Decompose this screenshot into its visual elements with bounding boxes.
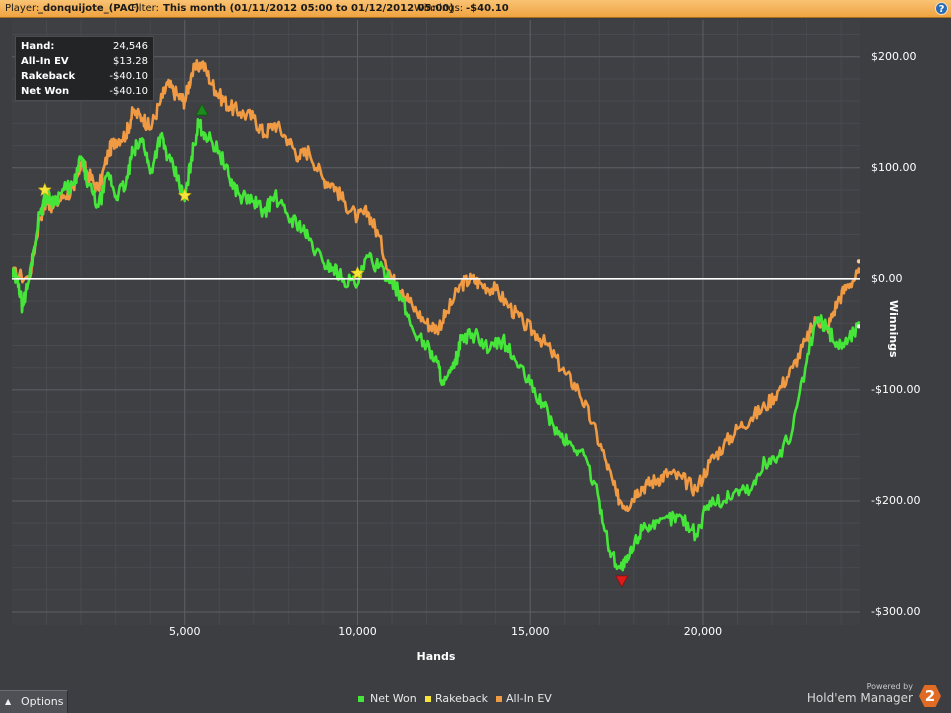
star-marker	[350, 266, 365, 280]
series-line-all-in-ev	[12, 59, 860, 513]
winnings-label: Winnings:	[414, 3, 464, 14]
winnings-amount: -$40.10	[466, 3, 509, 14]
x-axis-title: Hands	[416, 650, 456, 663]
stats-value: 24,546	[113, 41, 148, 52]
brand-name: Hold'em Manager	[806, 691, 913, 705]
stats-label: Rakeback	[21, 71, 76, 82]
legend-swatch-all-in-ev	[496, 696, 502, 702]
y-tick-label: $200.00	[871, 49, 917, 63]
end-point-net-won	[856, 324, 860, 329]
stats-box: Hand: 24,546 All-In EV $13.28 Rakeback -…	[15, 36, 154, 101]
legend-all-in-ev[interactable]: All-In EV	[506, 692, 552, 705]
player-value: _donquijote_(PAC)	[38, 0, 139, 17]
legend-swatch-net-won	[358, 696, 364, 702]
winnings-graph	[12, 20, 860, 625]
y-tick-label: -$100.00	[871, 382, 921, 396]
options-label: Options	[21, 695, 64, 708]
stats-value: $13.28	[113, 56, 148, 67]
stats-row-all-in-ev: All-In EV $13.28	[16, 54, 153, 69]
min-winnings-marker	[615, 575, 629, 588]
legend-rakeback[interactable]: Rakeback	[435, 692, 489, 705]
graph-area[interactable]	[12, 20, 860, 625]
stats-value: -$40.10	[109, 86, 148, 97]
powered-by-text: Powered by	[866, 682, 913, 691]
filter-value: This month (01/11/2012 05:00 to 01/12/20…	[163, 0, 454, 17]
star-marker	[177, 188, 192, 202]
player-label: Player:	[5, 3, 40, 14]
filter-label: Filter:	[131, 3, 159, 14]
legend-net-won[interactable]: Net Won	[370, 692, 417, 705]
x-tick-label: 15,000	[510, 625, 550, 638]
x-tick-label: 5,000	[168, 625, 201, 638]
y-tick-label: $0.00	[871, 271, 903, 285]
hm2-logo-icon: 2	[919, 685, 941, 707]
stats-row-rakeback: Rakeback -$40.10	[16, 69, 153, 84]
stats-label: Hand:	[21, 41, 55, 52]
player-name: _donquijote_(PAC)	[38, 3, 140, 14]
chevron-up-icon: ▲	[5, 697, 12, 706]
legend-swatch-rakeback	[425, 696, 431, 702]
y-axis-title: Winnings	[887, 300, 900, 358]
brand-logo: Powered by Hold'em Manager 2	[791, 680, 951, 713]
star-marker	[37, 182, 52, 196]
series-line-net-won	[12, 118, 860, 572]
filter-range: This month (01/11/2012 05:00 to 01/12/20…	[163, 3, 454, 14]
stats-label: Net Won	[21, 86, 70, 97]
x-tick-label: 20,000	[683, 625, 723, 638]
help-icon[interactable]: ?	[935, 2, 948, 15]
stats-label: All-In EV	[21, 56, 69, 67]
chart-legend: Net Won Rakeback All-In EV	[358, 692, 718, 706]
end-point-all-in-ev	[856, 259, 860, 264]
y-tick-label: -$200.00	[871, 493, 921, 507]
y-tick-label: -$300.00	[871, 605, 921, 618]
stats-row-hand: Hand: 24,546	[16, 39, 153, 54]
winnings-value: -$40.10	[466, 0, 509, 17]
y-tick-label: $100.00	[871, 160, 917, 174]
filter-bar: Player: _donquijote_(PAC) Filter: This m…	[0, 0, 951, 18]
x-tick-label: 10,000	[338, 625, 377, 638]
stats-row-net-won: Net Won -$40.10	[16, 84, 153, 99]
y-axis-title-wrap: Winnings	[886, 300, 900, 358]
max-winnings-marker	[195, 103, 209, 116]
stats-value: -$40.10	[109, 71, 148, 82]
options-button[interactable]: ▲ Options	[0, 690, 68, 713]
